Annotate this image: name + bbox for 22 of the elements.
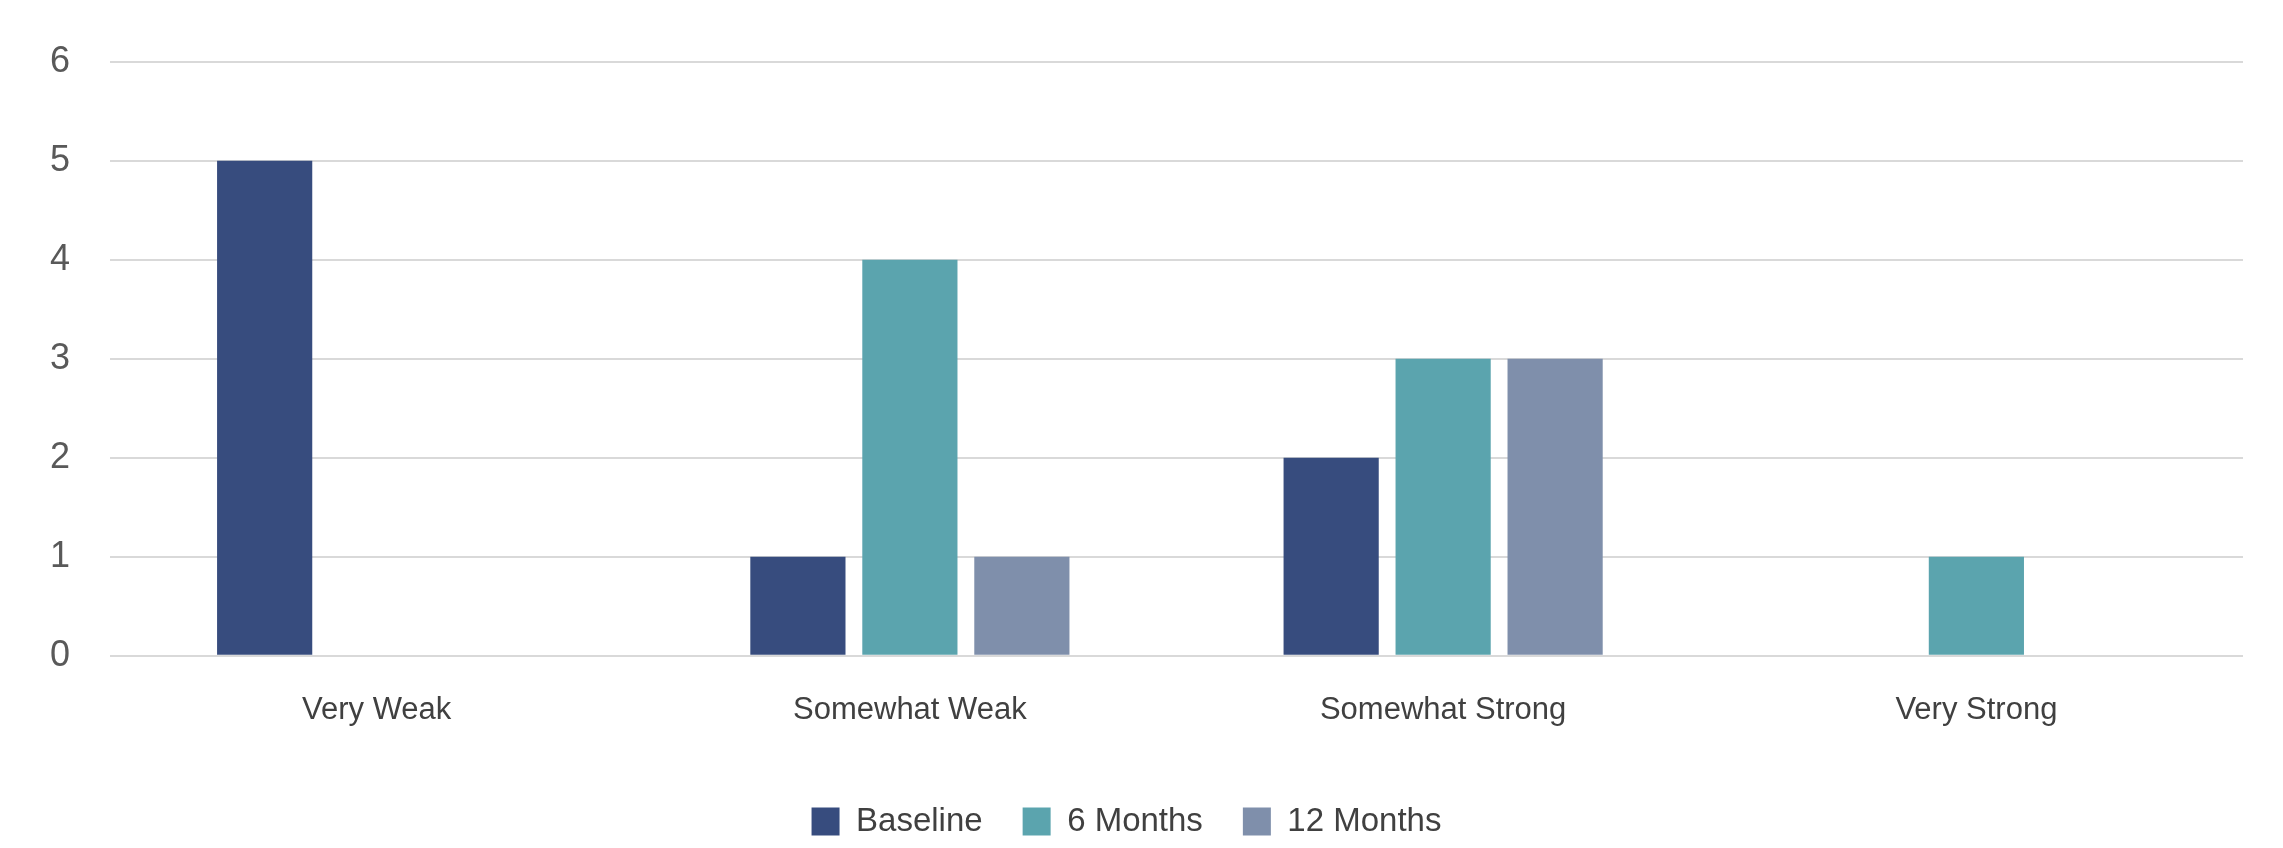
legend-label: 6 Months xyxy=(1067,800,1203,838)
y-tick-label: 3 xyxy=(49,335,71,377)
x-tick-label: Very Strong xyxy=(1895,690,2058,726)
bar xyxy=(750,556,846,655)
y-tick-label: 1 xyxy=(49,533,71,575)
y-tick-label: 4 xyxy=(49,236,71,278)
y-tick-label: 6 xyxy=(49,38,71,80)
x-tick-label: Very Weak xyxy=(301,690,452,726)
bar xyxy=(1507,358,1603,655)
legend-label: 12 Months xyxy=(1287,800,1442,838)
bar xyxy=(974,556,1070,655)
x-tick-label: Somewhat Strong xyxy=(1319,690,1567,726)
bar xyxy=(217,160,313,655)
y-tick-label: 5 xyxy=(49,137,71,179)
y-tick-label: 2 xyxy=(49,434,71,476)
x-tick-label: Somewhat Weak xyxy=(793,690,1028,726)
bar xyxy=(1283,457,1379,655)
legend-label: Baseline xyxy=(856,800,983,838)
bar xyxy=(862,259,958,655)
bar xyxy=(1928,556,2024,655)
bar xyxy=(1395,358,1491,655)
y-tick-label: 0 xyxy=(49,632,71,674)
